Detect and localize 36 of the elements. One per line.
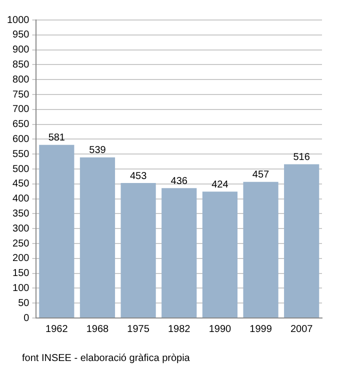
y-tick-label: 650: [12, 119, 30, 130]
y-tick-label: 550: [12, 148, 30, 160]
x-tick-label: 1990: [208, 324, 232, 335]
y-tick-label: 50: [18, 298, 30, 309]
y-tick-label: 150: [12, 268, 30, 280]
data-label: 436: [170, 176, 188, 187]
y-tick-label: 350: [12, 208, 30, 220]
y-tick-label: 250: [12, 238, 30, 250]
y-tick-label: 200: [12, 253, 30, 264]
y-tick-label: 400: [12, 194, 30, 205]
y-tick-label: 700: [12, 104, 30, 116]
data-label: 539: [89, 145, 106, 156]
y-tick-label: 450: [12, 178, 30, 190]
data-label: 516: [293, 152, 310, 163]
y-tick-label: 750: [12, 89, 30, 100]
x-tick-label: 1982: [168, 324, 191, 335]
x-tick-label: 1975: [127, 324, 150, 335]
data-label: 581: [48, 132, 66, 144]
y-tick-label: 100: [12, 282, 30, 294]
x-tick-label: 1962: [46, 324, 68, 335]
y-tick-label: 800: [12, 74, 30, 86]
y-tick-label: 300: [12, 223, 30, 234]
data-label: 453: [130, 170, 148, 182]
text: font INSEE - elaboració gràfica pròpia: [22, 353, 190, 364]
y-tick-label: 900: [12, 44, 30, 56]
data-label: 424: [212, 179, 229, 190]
x-tick-label: 1968: [86, 324, 110, 335]
y-tick-label: 850: [12, 59, 30, 70]
y-tick-label: 500: [12, 164, 30, 175]
y-tick-label: 0: [24, 312, 30, 324]
y-tick-label: 950: [12, 30, 30, 41]
y-tick-label: 1000: [6, 14, 30, 26]
x-tick-label: 1999: [250, 324, 272, 335]
x-tick-label: 2007: [290, 324, 314, 335]
y-tick-label: 600: [12, 134, 30, 145]
data-label: 457: [252, 170, 270, 181]
